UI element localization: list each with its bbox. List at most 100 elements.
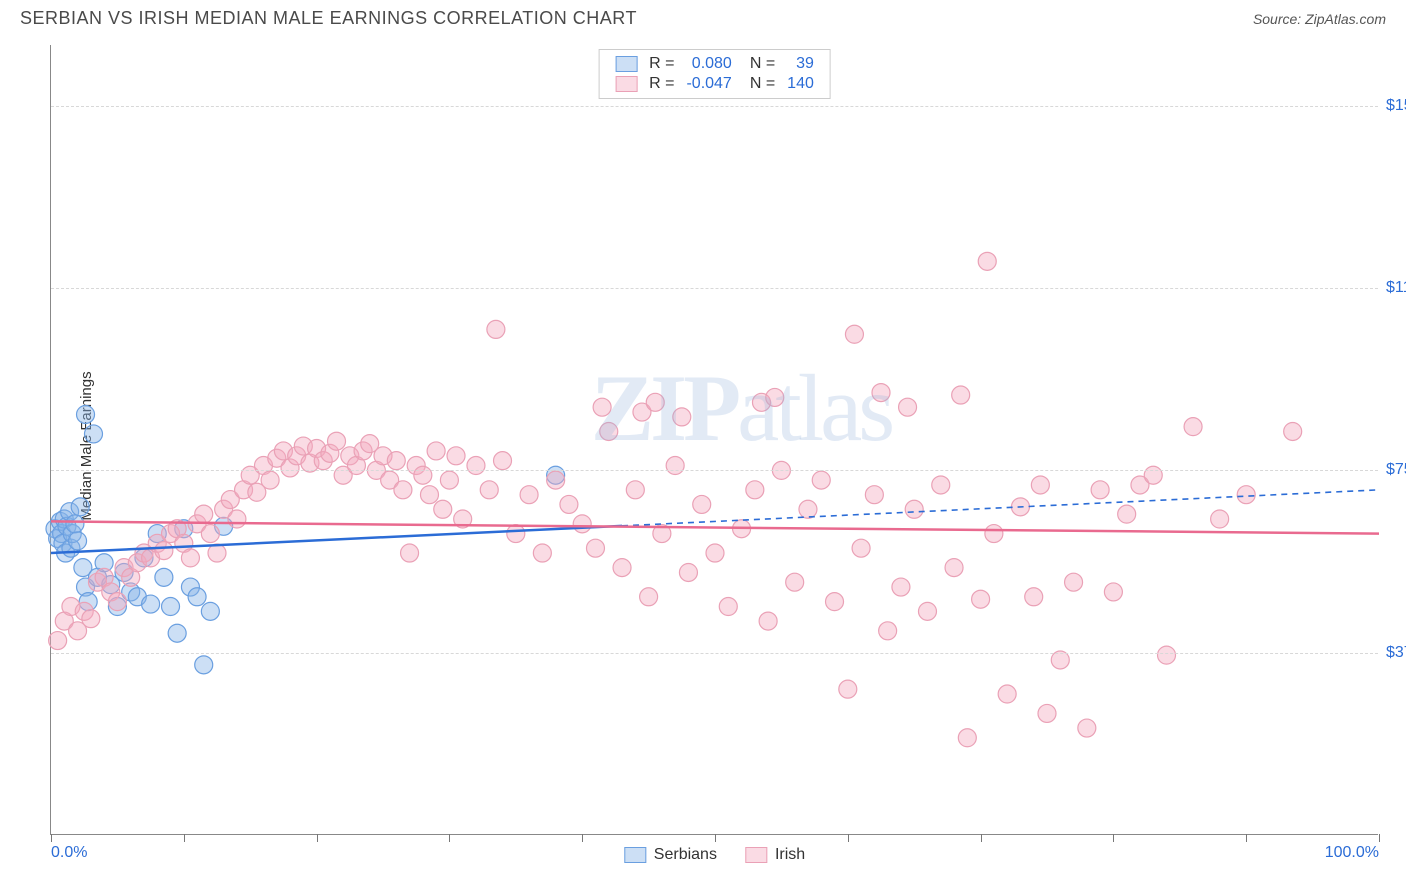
data-point: [985, 525, 1003, 543]
gridline: [51, 106, 1378, 107]
data-point: [586, 539, 604, 557]
x-tick: [1246, 834, 1247, 842]
data-point: [1158, 646, 1176, 664]
data-point: [1118, 505, 1136, 523]
data-point: [69, 532, 87, 550]
data-point: [952, 386, 970, 404]
x-tick: [317, 834, 318, 842]
data-point: [679, 563, 697, 581]
y-tick-label: $150,000: [1386, 97, 1406, 115]
x-tick: [582, 834, 583, 842]
series-legend: Serbians Irish: [624, 846, 805, 864]
data-point: [918, 602, 936, 620]
data-point: [155, 568, 173, 586]
y-tick-label: $37,500: [1386, 644, 1406, 662]
data-point: [693, 495, 711, 513]
x-tick: [715, 834, 716, 842]
data-point: [673, 408, 691, 426]
trend-line: [51, 521, 1379, 533]
data-point: [865, 486, 883, 504]
data-point: [560, 495, 578, 513]
correlation-stats-legend: R = 0.080 N = 39 R = -0.047 N = 140: [598, 49, 831, 99]
data-point: [573, 515, 591, 533]
data-point: [1184, 418, 1202, 436]
data-point: [401, 544, 419, 562]
data-point: [168, 624, 186, 642]
x-tick: [1113, 834, 1114, 842]
gridline: [51, 288, 1378, 289]
data-point: [945, 559, 963, 577]
data-point: [181, 549, 199, 567]
x-tick: [449, 834, 450, 842]
data-point: [201, 525, 219, 543]
data-point: [972, 590, 990, 608]
data-point: [494, 452, 512, 470]
chart-title: SERBIAN VS IRISH MEDIAN MALE EARNINGS CO…: [20, 8, 637, 29]
data-point: [71, 498, 89, 516]
data-point: [507, 525, 525, 543]
data-point: [746, 481, 764, 499]
gridline: [51, 470, 1378, 471]
chart-plot-area: ZIPatlas R = 0.080 N = 39 R = -0.047 N =…: [50, 45, 1378, 835]
data-point: [593, 398, 611, 416]
data-point: [228, 510, 246, 528]
data-point: [447, 447, 465, 465]
data-point: [766, 388, 784, 406]
swatch-irish-icon: [745, 847, 767, 863]
data-point: [162, 598, 180, 616]
data-point: [892, 578, 910, 596]
data-point: [420, 486, 438, 504]
data-point: [49, 632, 67, 650]
data-point: [77, 405, 95, 423]
data-point: [440, 471, 458, 489]
data-point: [600, 422, 618, 440]
data-point: [1211, 510, 1229, 528]
data-point: [1031, 476, 1049, 494]
data-point: [188, 588, 206, 606]
trend-line-extrapolated: [622, 490, 1379, 526]
data-point: [958, 729, 976, 747]
legend-item-serbians: Serbians: [624, 846, 717, 864]
data-point: [786, 573, 804, 591]
data-point: [547, 471, 565, 489]
data-point: [84, 425, 102, 443]
data-point: [82, 610, 100, 628]
data-point: [799, 500, 817, 518]
data-point: [66, 515, 84, 533]
data-point: [1078, 719, 1096, 737]
swatch-serbians-icon: [624, 847, 646, 863]
data-point: [387, 452, 405, 470]
x-tick: [1379, 834, 1380, 842]
data-point: [839, 680, 857, 698]
data-point: [1284, 422, 1302, 440]
data-point: [533, 544, 551, 562]
source-attribution: Source: ZipAtlas.com: [1253, 11, 1386, 27]
data-point: [879, 622, 897, 640]
data-point: [195, 656, 213, 674]
data-point: [201, 602, 219, 620]
scatter-plot-svg: [51, 45, 1378, 834]
data-point: [719, 598, 737, 616]
data-point: [759, 612, 777, 630]
data-point: [905, 500, 923, 518]
data-point: [666, 457, 684, 475]
x-tick: [981, 834, 982, 842]
x-tick: [848, 834, 849, 842]
data-point: [142, 595, 160, 613]
data-point: [328, 432, 346, 450]
x-tick: [51, 834, 52, 842]
data-point: [520, 486, 538, 504]
x-tick-label: 100.0%: [1325, 844, 1379, 862]
data-point: [826, 593, 844, 611]
data-point: [640, 588, 658, 606]
data-point: [1065, 573, 1083, 591]
data-point: [613, 559, 631, 577]
data-point: [626, 481, 644, 499]
swatch-serbians: [615, 56, 637, 72]
data-point: [427, 442, 445, 460]
data-point: [1091, 481, 1109, 499]
data-point: [394, 481, 412, 499]
stats-row-serbians: R = 0.080 N = 39: [609, 54, 820, 74]
y-tick-label: $112,500: [1386, 279, 1406, 297]
data-point: [467, 457, 485, 475]
